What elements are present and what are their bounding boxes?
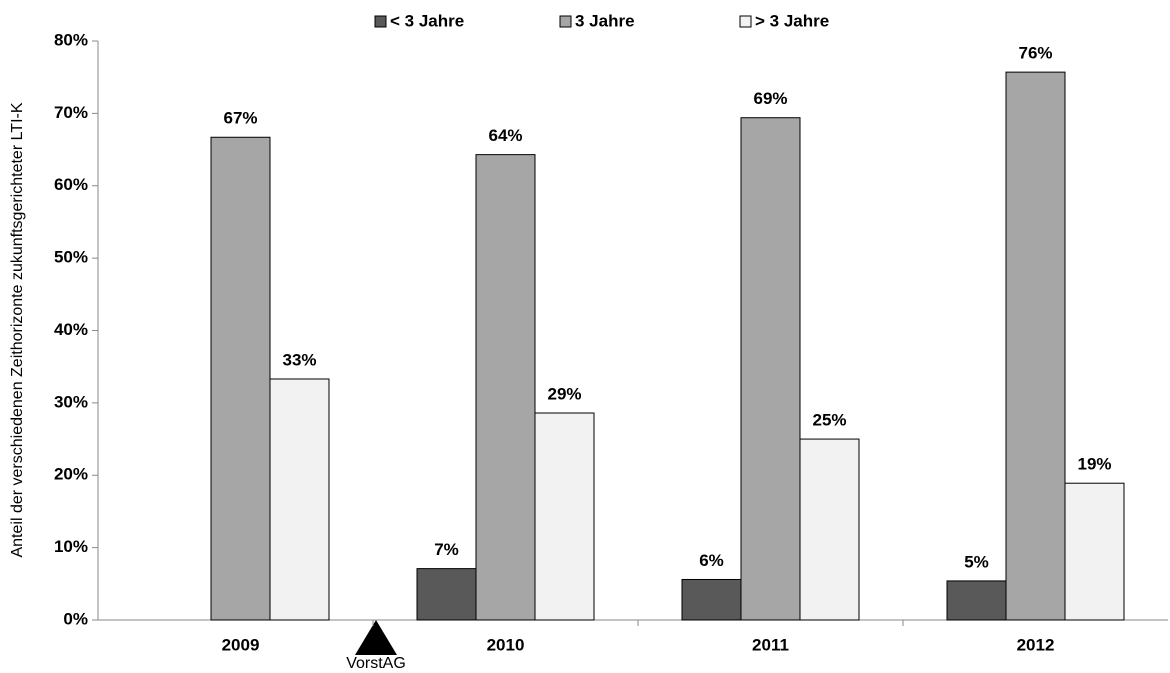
y-tick-label: 60% [54, 175, 88, 194]
bar [416, 568, 477, 621]
value-label: 19% [1077, 455, 1111, 474]
value-label: 69% [753, 89, 787, 108]
bar [269, 378, 330, 621]
bar [534, 412, 595, 621]
bar [475, 154, 536, 621]
bar [1005, 71, 1066, 621]
value-label: 67% [223, 109, 257, 128]
annotation: VorstAG [346, 655, 406, 672]
value-label: 5% [964, 552, 989, 571]
bar [946, 580, 1007, 621]
y-tick-label: 70% [54, 103, 88, 122]
y-tick-label: 20% [54, 465, 88, 484]
value-label: 25% [812, 411, 846, 430]
x-tick-label: 2011 [752, 635, 789, 654]
value-label: 33% [282, 350, 316, 369]
value-label: 7% [434, 540, 459, 559]
legend-swatch [739, 15, 752, 28]
x-tick-label: 2010 [487, 635, 525, 654]
value-label: 64% [488, 126, 522, 145]
legend-label: < 3 Jahre [390, 11, 464, 30]
y-tick-label: 0% [63, 609, 88, 628]
bar [799, 438, 860, 621]
x-tick-label: 2012 [1017, 635, 1055, 654]
bar [681, 578, 742, 621]
bar [210, 136, 271, 621]
legend-swatch [374, 15, 387, 28]
y-tick-label: 30% [54, 392, 88, 411]
value-label: 6% [699, 551, 724, 570]
y-tick-label: 10% [54, 537, 88, 556]
y-axis-title: Anteil der verschiedenen Zeithorizonte z… [9, 102, 26, 557]
x-tick-label: 2009 [222, 635, 260, 654]
y-tick-label: 50% [54, 248, 88, 267]
value-label: 29% [547, 384, 581, 403]
annotation-marker [355, 620, 397, 655]
y-tick-label: 80% [54, 30, 88, 49]
value-label: 76% [1018, 44, 1052, 63]
y-tick-label: 40% [54, 320, 88, 339]
legend-label: 3 Jahre [575, 11, 635, 30]
legend-swatch [559, 15, 572, 28]
legend-label: > 3 Jahre [755, 11, 829, 30]
bar [740, 117, 801, 621]
bar [1064, 482, 1125, 621]
